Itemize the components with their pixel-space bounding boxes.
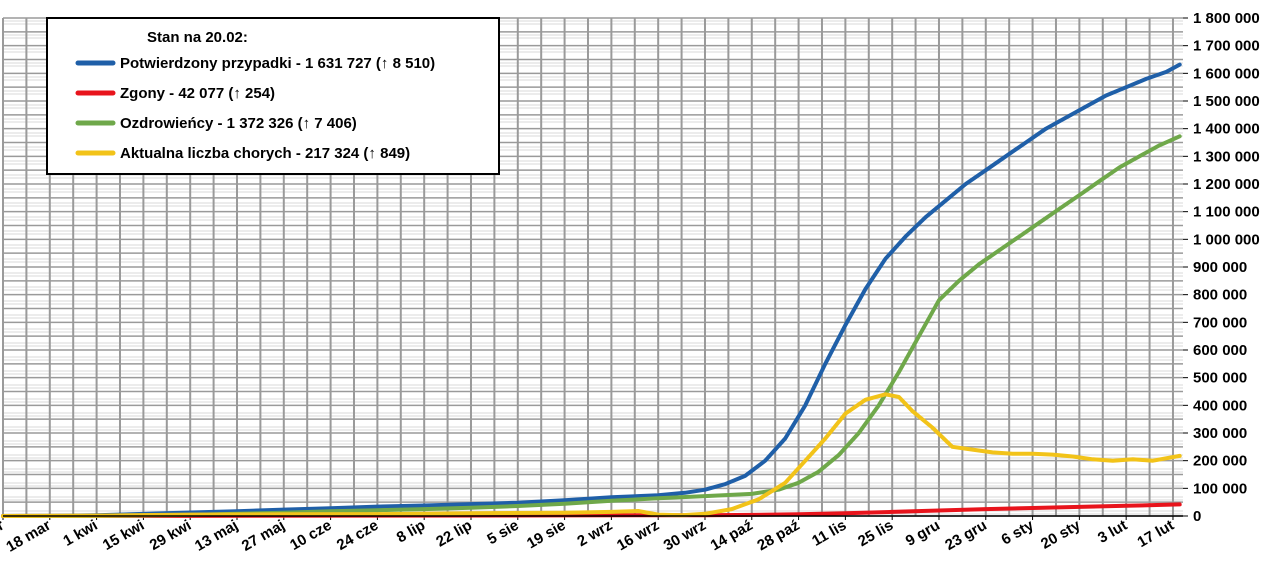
x-tick-label: 5 sie <box>484 517 521 548</box>
x-tick-label: 14 paź <box>708 517 756 555</box>
x-tick-label: 29 kwi <box>147 517 194 554</box>
y-tick-label: 0 <box>1193 508 1201 525</box>
x-tick-label: 9 gru <box>903 517 943 550</box>
x-tick-label: 24 cze <box>334 517 382 554</box>
x-tick-label: 1 kwi <box>60 517 100 550</box>
y-tick-label: 100 000 <box>1193 480 1247 497</box>
y-tick-label: 1 700 000 <box>1193 38 1260 55</box>
y-tick-label: 1 200 000 <box>1193 176 1260 193</box>
legend-entry-label: Ozdrowieńcy - 1 372 326 (↑ 7 406) <box>120 115 357 132</box>
y-tick-label: 1 600 000 <box>1193 65 1260 82</box>
y-tick-label: 400 000 <box>1193 397 1247 414</box>
x-tick-label: 17 lut <box>1135 517 1177 551</box>
series-line-1 <box>1 62 1182 518</box>
y-tick-label: 300 000 <box>1193 425 1247 442</box>
y-tick-label: 500 000 <box>1193 370 1247 387</box>
x-tick-label: 30 wrz <box>661 517 709 555</box>
x-tick-label: 22 lip <box>433 517 475 551</box>
x-tick-label: 2 wrz <box>574 517 615 550</box>
series-line-3 <box>1 134 1182 518</box>
y-tick-label: 700 000 <box>1193 314 1247 331</box>
x-tick-label: 19 sie <box>524 517 569 553</box>
y-tick-label: 800 000 <box>1193 287 1247 304</box>
y-tick-label: 1 300 000 <box>1193 148 1260 165</box>
y-tick-label: 1 000 000 <box>1193 231 1260 248</box>
x-tick-label: 13 maj <box>192 517 241 555</box>
x-tick-label: 20 sty <box>1038 516 1084 552</box>
x-tick-label: 23 gru <box>942 517 989 554</box>
legend: Stan na 20.02: Potwierdzony przypadki - … <box>46 17 500 175</box>
x-tick-label: 15 kwi <box>100 517 147 554</box>
y-tick-label: 200 000 <box>1193 453 1247 470</box>
series-line-4 <box>1 392 1182 518</box>
x-tick-label: 6 sty <box>998 516 1037 548</box>
legend-entry-label: Zgony - 42 077 (↑ 254) <box>120 85 275 102</box>
x-tick-label: 11 lis <box>809 517 849 550</box>
x-tick-label: 27 maj <box>239 517 288 555</box>
legend-box <box>46 17 500 175</box>
y-tick-label: 1 800 000 <box>1193 10 1260 27</box>
x-tick-label: 3 lut <box>1095 517 1130 547</box>
y-tick-label: 1 500 000 <box>1193 93 1260 110</box>
legend-entry-label: Aktualna liczba chorych - 217 324 (↑ 849… <box>120 145 410 162</box>
legend-title: Stan na 20.02: <box>147 29 248 46</box>
y-tick-label: 1 100 000 <box>1193 204 1260 221</box>
x-tick-label: 25 lis <box>855 517 896 550</box>
x-tick-label: 16 wrz <box>614 517 662 555</box>
y-tick-label: 1 400 000 <box>1193 121 1260 138</box>
y-tick-label: 900 000 <box>1193 259 1247 276</box>
x-tick-label: 28 paź <box>754 517 802 555</box>
x-tick-label: 18 mar <box>3 517 54 556</box>
x-tick-label: 8 lip <box>394 517 428 547</box>
y-axis-ticks: 0 100 000 200 000 300 000 400 000 500 000 600 … <box>1183 10 1260 525</box>
x-tick-label: 10 cze <box>287 517 335 554</box>
y-tick-label: 600 000 <box>1193 342 1247 359</box>
legend-entry-label: Potwierdzony przypadki - 1 631 727 (↑ 8 … <box>120 55 435 72</box>
